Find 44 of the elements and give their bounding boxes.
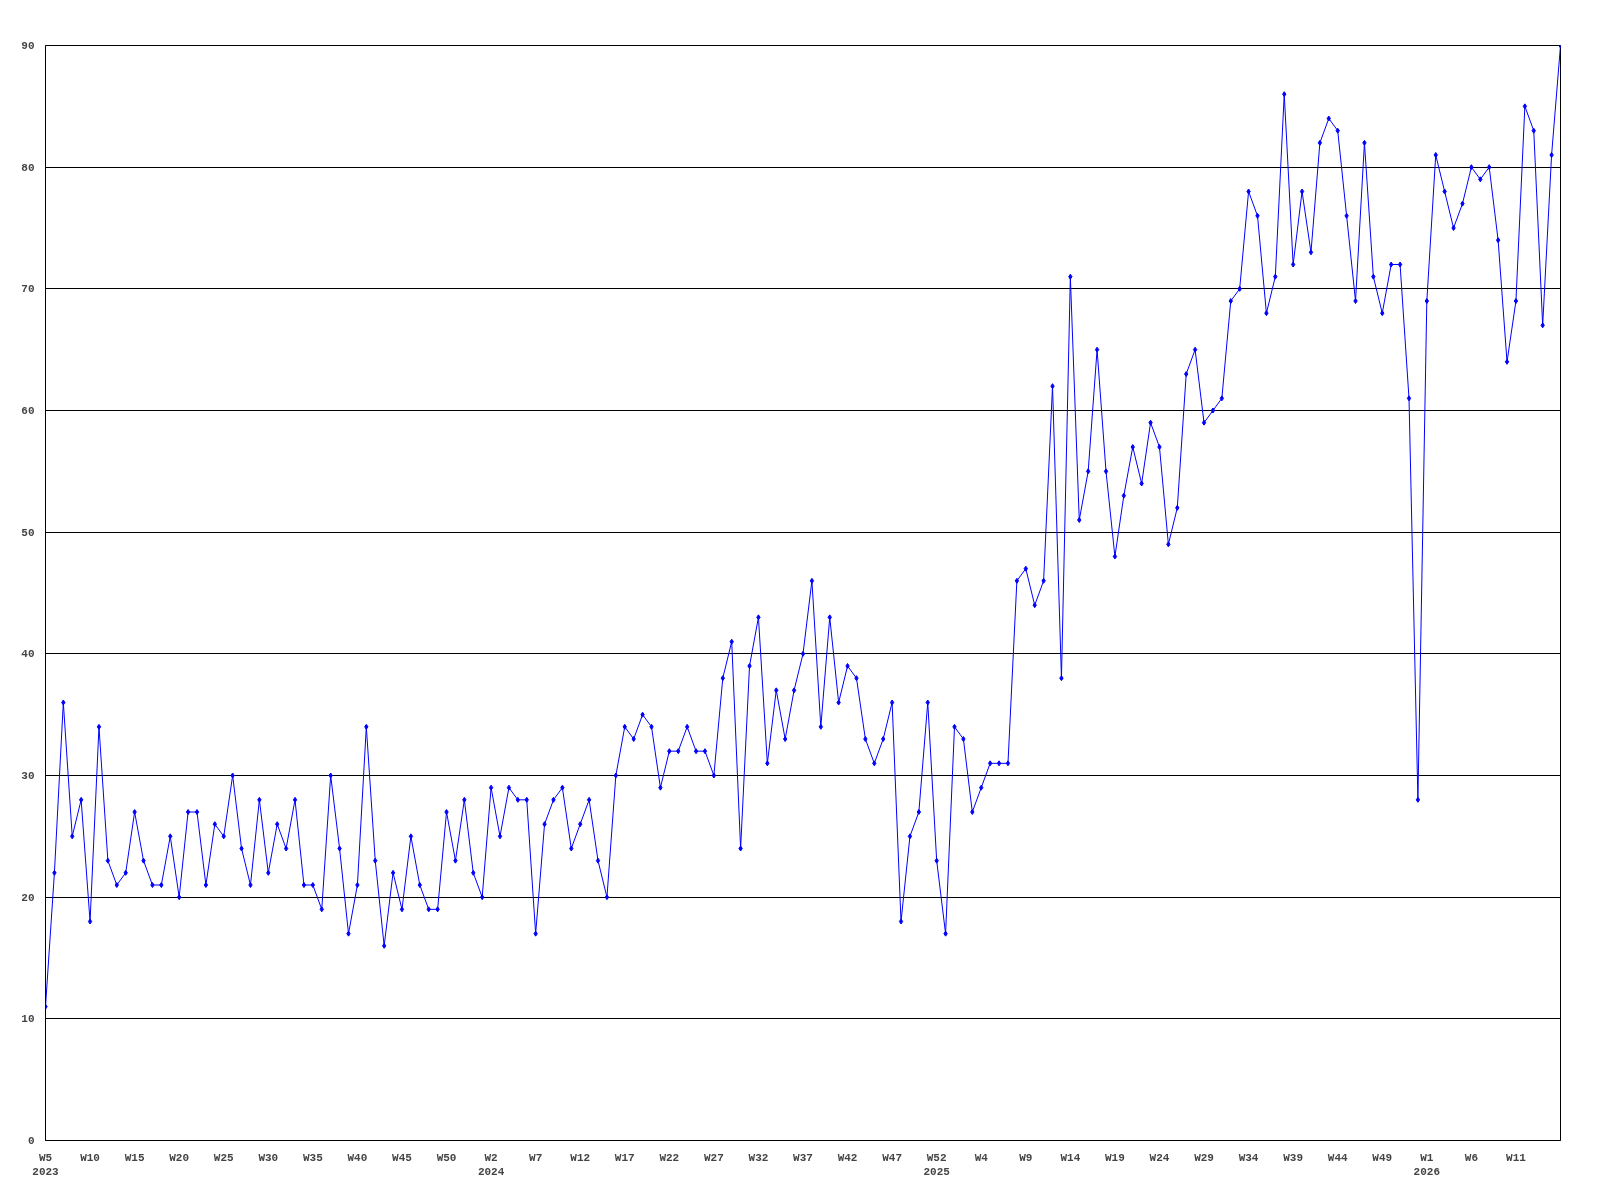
x-tick-label: W50 [436,1151,457,1164]
x-tick-label: W9 [1019,1151,1033,1164]
x-tick-label: W12 [570,1151,591,1164]
x-tick-label: W47 [882,1151,903,1164]
x-tick-label: W39 [1283,1151,1304,1164]
x-tick-label: W24 [1149,1151,1170,1164]
x-tick-label: W40 [347,1151,368,1164]
x-tick-label: W6 [1464,1151,1478,1164]
x-tick-label: W52 2025 [923,1151,951,1178]
x-tick-label: W35 [302,1151,324,1164]
y-tick-label: 80 [21,161,35,174]
y-tick-label: 70 [21,283,35,296]
x-tick-label: W44 [1327,1151,1349,1164]
x-tick-label: W29 [1194,1151,1214,1164]
x-tick-label: W37 [793,1151,813,1164]
x-tick-label: W25 [213,1151,235,1164]
x-tick-label: W7 [529,1151,543,1164]
y-tick-label: 10 [21,1013,35,1026]
x-tick-label: W15 [124,1151,145,1164]
x-tick-label: W10 [80,1151,100,1164]
x-tick-label: W2 2024 [477,1151,505,1178]
y-tick-label: 50 [21,526,35,539]
x-tick-label: W49 [1372,1151,1393,1164]
x-tick-label: W20 [169,1151,190,1164]
x-tick-label: W30 [258,1151,279,1164]
y-tick-label: 0 [27,1135,35,1147]
x-tick-label: W42 [837,1151,858,1164]
x-tick-label: W4 [974,1151,989,1164]
x-tick-label: W32 [748,1151,769,1164]
y-tick-label: 20 [21,891,35,904]
x-tick-label: W5 2023 [32,1151,60,1178]
y-tick-label: 30 [21,770,35,782]
x-tick-label: W27 [703,1151,724,1164]
x-tick-label: W22 [659,1151,680,1164]
x-tick-label: W19 [1105,1151,1125,1164]
x-tick-label: W1 2026 [1413,1151,1441,1178]
x-tick-label: W17 [614,1151,635,1164]
x-tick-label: W11 [1506,1151,1527,1164]
y-tick-label: 40 [21,648,35,661]
y-tick-label: 60 [21,405,35,417]
x-tick-label: W34 [1238,1151,1259,1164]
y-tick-label: 90 [21,40,35,52]
x-tick-label: W14 [1060,1151,1081,1164]
x-tick-label: W45 [392,1151,413,1164]
